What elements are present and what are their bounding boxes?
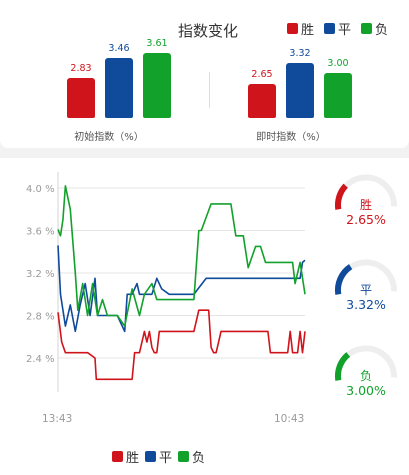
x-tick-label: 10:43: [274, 413, 304, 425]
legend-swatch-draw: [324, 23, 336, 34]
bar-value-initial-win: 2.83: [70, 63, 92, 75]
bar-value-live-draw: 3.32: [289, 47, 311, 59]
series-line-win: [57, 309, 306, 381]
live-index-label: 即时指数（%）: [256, 132, 326, 143]
legend-bottom-item-draw: 平: [145, 447, 172, 466]
y-tick-label: 2.8 %: [26, 312, 55, 323]
legend-bottom-item-lose: 负: [178, 447, 205, 466]
bar-live-win: [248, 84, 276, 118]
page-title: 指数变化: [178, 22, 239, 40]
legend-bottom-label-draw: 平: [159, 451, 173, 466]
gauge-value-draw: 3.32%: [346, 297, 386, 312]
series-line-draw: [57, 245, 306, 333]
gauge-fill-win: [334, 183, 349, 210]
y-tick-label: 2.4 %: [26, 354, 55, 365]
bar-initial-draw: [105, 58, 133, 118]
legend-label-win: 胜: [301, 23, 315, 38]
bar-initial-win: [67, 78, 95, 118]
legend-bottom-swatch-draw: [145, 451, 157, 462]
bar-live-lose: [324, 73, 352, 118]
y-tick-label: 3.6 %: [26, 227, 55, 238]
legend-bottom-label-lose: 负: [192, 451, 206, 466]
bar-live-draw: [286, 62, 314, 118]
gauge-label-win: 胜: [360, 197, 372, 212]
legend-item-draw: 平: [324, 19, 351, 38]
gauge-value-win: 2.65%: [346, 212, 386, 227]
y-tick-label: 4.0 %: [26, 184, 55, 195]
y-tick-label: 3.2 %: [26, 269, 55, 280]
legend-swatch-lose: [361, 23, 373, 34]
bar-value-initial-lose: 3.61: [146, 38, 168, 50]
x-tick-label: 13:43: [42, 413, 72, 425]
legend-bottom: 胜 平 负: [112, 447, 211, 466]
bar-value-initial-draw: 3.46: [108, 43, 130, 55]
group-divider: [209, 72, 210, 108]
index-summary-card: 指数变化 胜 平 负 2.83 3.46 3.61 2.65 3.32 3.00 初始指数…: [0, 0, 409, 148]
gauge-label-lose: 负: [360, 369, 372, 383]
gauge-fill-draw: [334, 264, 353, 295]
bar-value-live-win: 2.65: [251, 69, 273, 81]
legend-item-win: 胜: [287, 19, 314, 38]
bar-initial-lose: [143, 53, 171, 118]
legend-bottom-swatch-win: [112, 451, 123, 462]
legend-bottom-swatch-lose: [178, 451, 190, 462]
legend-item-lose: 负: [361, 19, 388, 38]
bar-value-live-lose: 3.00: [327, 58, 349, 69]
gauge-value-lose: 3.00%: [346, 383, 386, 398]
legend-bottom-label-win: 胜: [126, 451, 140, 466]
legend-top: 胜 平 负: [287, 19, 394, 38]
legend-label-draw: 平: [338, 23, 352, 38]
gauge-label-draw: 平: [360, 283, 372, 297]
gauge-fill-lose: [334, 352, 351, 381]
legend-swatch-win: [287, 23, 298, 34]
series-line-lose: [57, 185, 306, 327]
legend-bottom-item-win: 胜: [112, 447, 139, 466]
initial-index-label: 初始指数（%）: [74, 132, 144, 143]
legend-label-lose: 负: [375, 23, 389, 38]
